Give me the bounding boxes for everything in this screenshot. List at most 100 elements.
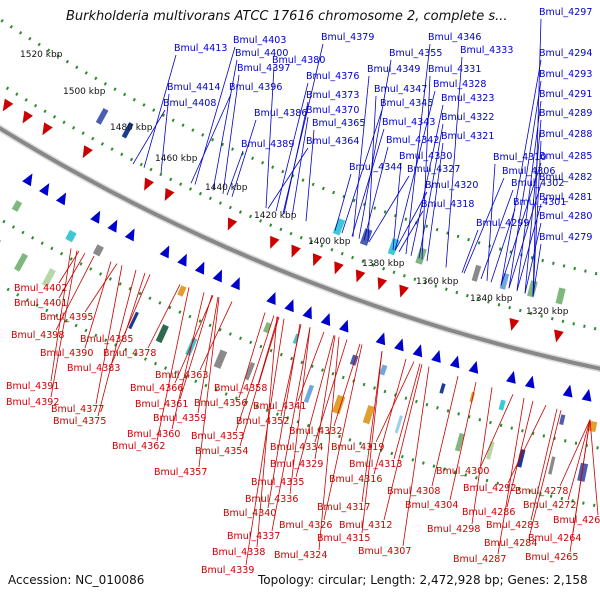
forward-gene-label: Bmul_4373: [306, 90, 359, 101]
reverse-gene-label: Bmul_4366: [130, 383, 183, 394]
forward-gene-arrow: [449, 355, 460, 369]
reverse-gene-label: Bmul_4361: [135, 399, 188, 410]
forward-leader-line: [418, 123, 444, 259]
reverse-leader-line: [333, 343, 361, 427]
reverse-gene-arrow: [312, 253, 323, 267]
reverse-gene-arrow: [22, 110, 33, 124]
forward-gene-label: Bmul_4323: [441, 93, 494, 104]
feature-block: [362, 405, 375, 425]
reverse-gene-label: Bmul_4402: [14, 283, 67, 294]
reverse-gene-label: Bmul_4304: [405, 500, 458, 511]
forward-leader-line: [334, 173, 352, 231]
reverse-leader-line: [375, 361, 415, 443]
forward-gene-label: Bmul_4289: [539, 108, 592, 119]
reverse-gene-label: Bmul_4264: [528, 533, 581, 544]
kbp-label: 1520 kbp: [20, 50, 63, 60]
forward-gene-label: Bmul_4346: [428, 32, 481, 43]
reverse-gene-label: Bmul_4377: [51, 404, 104, 415]
forward-gene-arrow: [506, 370, 516, 384]
reverse-gene-label: Bmul_4329: [270, 459, 323, 470]
forward-leader-line: [500, 59, 542, 286]
feature-block: [516, 448, 526, 468]
forward-leader-line: [341, 109, 383, 234]
reverse-leader-line: [271, 327, 311, 532]
reverse-leader-line: [50, 248, 72, 382]
reverse-leader-line: [95, 265, 123, 405]
forward-gene-label: Bmul_4333: [460, 45, 513, 56]
forward-gene-label: Bmul_4408: [163, 98, 216, 109]
reverse-leader-line: [199, 301, 233, 371]
reverse-gene-arrow: [554, 329, 564, 343]
reverse-gene-label: Bmul_4390: [40, 348, 93, 359]
kbp-label: 1380 kbp: [362, 259, 405, 269]
reverse-gene-label: Bmul_4385: [80, 334, 133, 345]
feature-block: [555, 287, 566, 305]
forward-gene-arrow: [468, 360, 479, 374]
feature-block: [95, 108, 109, 125]
forward-gene-arrow: [338, 319, 349, 333]
kbp-label: 1360 kbp: [416, 277, 459, 287]
forward-gene-label: Bmul_4389: [241, 139, 294, 150]
reverse-gene-label: Bmul_4358: [214, 383, 267, 394]
reverse-leader-line: [361, 351, 383, 534]
reverse-leader-line: [171, 292, 205, 430]
reverse-leader-line: [506, 400, 534, 508]
forward-gene-arrow: [194, 261, 205, 275]
forward-leader-line: [421, 75, 431, 260]
map-title: Burkholderia multivorans ATCC 17616 chro…: [66, 9, 508, 24]
forward-gene-arrow: [22, 173, 33, 187]
reverse-leader-line: [361, 351, 383, 503]
feature-block: [379, 364, 388, 376]
reverse-gene-label: Bmul_4307: [358, 546, 411, 557]
forward-leader-line: [461, 229, 479, 273]
reverse-leader-line: [431, 376, 459, 487]
reverse-leader-line: [528, 410, 562, 539]
reverse-leader-line: [569, 419, 591, 553]
reverse-gene-arrow: [291, 244, 301, 258]
reverse-gene-label: Bmul_4339: [201, 565, 254, 576]
feature-block: [394, 415, 404, 434]
kbp-tick-labels: 1520 kbp 1500 kbp 1480 kbp 1460 kbp 1440 kbp…: [20, 50, 569, 317]
reverse-gene-label: Bmul_4337: [227, 531, 280, 542]
reverse-leader-line: [449, 381, 477, 501]
reverse-gene-arrow: [227, 217, 238, 231]
reverse-gene-label: Bmul_4308: [387, 486, 440, 497]
reverse-leader-line: [402, 366, 430, 547]
forward-leader-line: [394, 90, 436, 251]
forward-leader-line: [351, 128, 385, 237]
forward-leader-line: [508, 183, 542, 289]
forward-gene-label: Bmul_4328: [433, 79, 486, 90]
reverse-gene-label: Bmul_4341: [253, 401, 306, 412]
forward-gene-label: Bmul_4291: [539, 89, 592, 100]
reverse-gene-label: Bmul_4292: [463, 483, 516, 494]
forward-gene-label: Bmul_4288: [539, 129, 592, 140]
forward-gene-label: Bmul_4349: [367, 64, 420, 75]
feature-block: [128, 311, 139, 330]
reverse-leader-line: [497, 397, 525, 555]
forward-gene-arrow: [394, 338, 404, 352]
forward-gene-arrow: [266, 292, 276, 306]
forward-leader-line: [143, 54, 177, 168]
reverse-gene-label: Bmul_4392: [6, 397, 59, 408]
forward-gene-arrow: [230, 277, 240, 291]
reverse-leader-line: [238, 312, 266, 399]
forward-leader-line: [480, 189, 514, 280]
kbp-label: 1340 kbp: [470, 294, 513, 304]
forward-gene-label: Bmul_4342: [386, 135, 439, 146]
feature-block: [303, 384, 315, 404]
reverse-gene-label: Bmul_4332: [289, 426, 342, 437]
reverse-gene-label: Bmul_4356: [194, 398, 247, 409]
forward-leader-line: [486, 163, 496, 281]
reverse-gene-label: Bmul_4335: [251, 477, 304, 488]
reverse-gene-label: Bmul_4312: [339, 520, 392, 531]
feature-block: [0, 237, 2, 257]
forward-gene-label: Bmul_4318: [421, 199, 474, 210]
forward-leader-line: [392, 162, 402, 250]
feature-block: [577, 462, 589, 482]
reverse-leader-line: [111, 274, 151, 364]
forward-gene-label: Bmul_4306: [502, 166, 555, 177]
forward-leader-line: [283, 101, 309, 215]
kbp-label: 1400 kbp: [308, 237, 351, 247]
reverse-gene-arrow: [334, 261, 344, 275]
